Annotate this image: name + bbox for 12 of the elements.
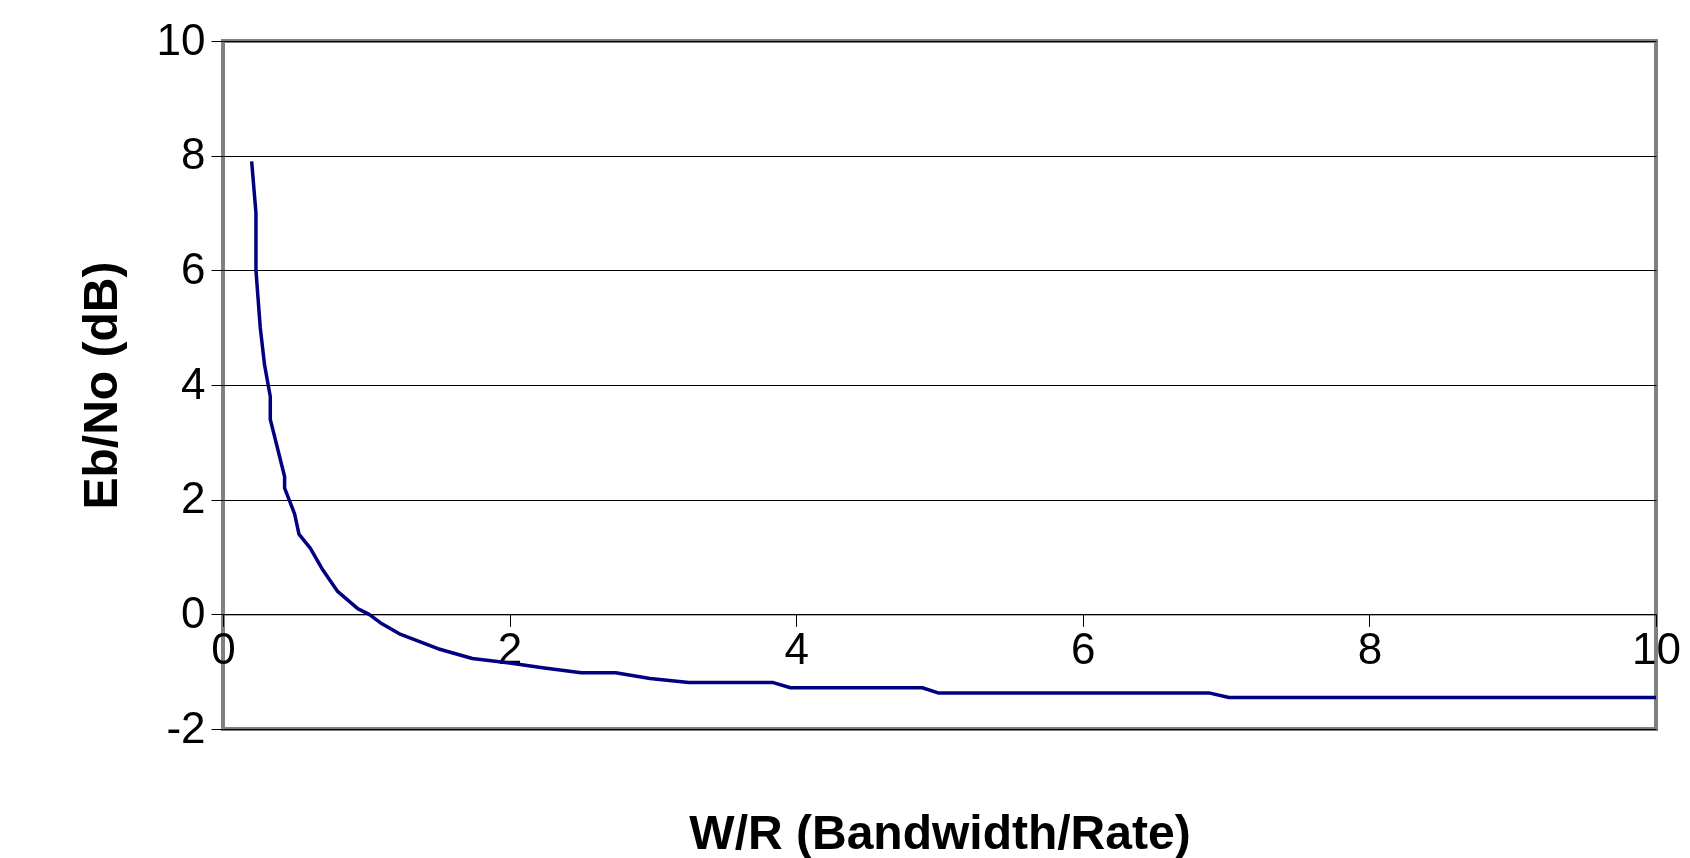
- y-tick-label: -2: [166, 702, 206, 752]
- y-tick-label: 2: [181, 473, 206, 523]
- y-tick-label: 0: [181, 587, 206, 637]
- y-tick-label: 10: [156, 14, 206, 64]
- x-tick-label: 10: [1632, 623, 1681, 673]
- y-tick-label: 8: [181, 129, 206, 179]
- y-axis-title: Eb/No (dB): [73, 261, 127, 510]
- x-tick-label: 6: [1071, 623, 1096, 673]
- x-tick-label: 4: [784, 623, 809, 673]
- y-tick-label: 4: [181, 358, 206, 408]
- x-tick-label: 8: [1357, 623, 1383, 673]
- y-tick-label: 6: [181, 243, 206, 293]
